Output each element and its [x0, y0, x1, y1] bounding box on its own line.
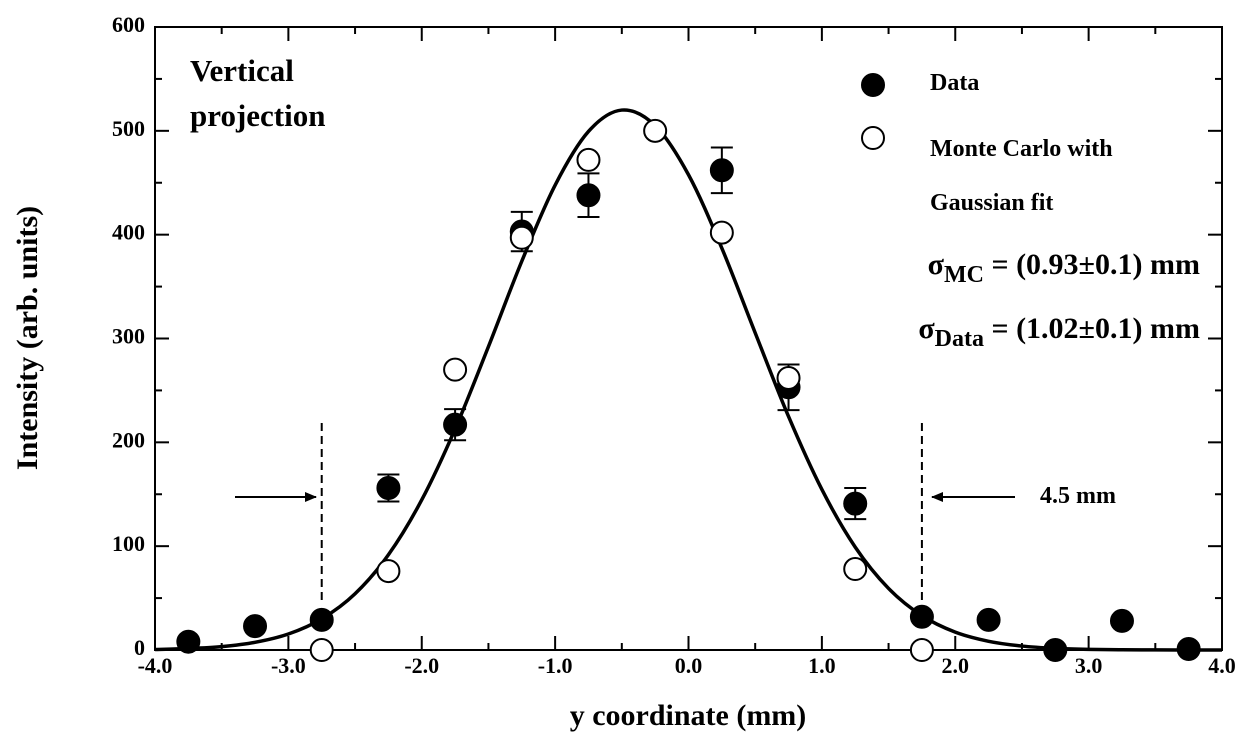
- data-point: [709, 220, 734, 245]
- data-point: [509, 225, 534, 250]
- data-point: [843, 557, 868, 582]
- x-axis-label: y coordinate (mm): [570, 699, 807, 732]
- fit-curve: [154, 108, 1223, 652]
- y-tick-label: 600: [112, 12, 145, 37]
- data-point: [709, 158, 734, 183]
- data-point: [443, 357, 468, 382]
- y-tick-label: 200: [112, 427, 145, 452]
- annotation: 4.5 mm: [1040, 483, 1116, 509]
- data-point: [1043, 638, 1068, 662]
- data-point: [843, 491, 868, 516]
- x-tick-label: 1.0: [808, 653, 836, 678]
- y-tick-label: 400: [112, 220, 145, 245]
- symbol: σ: [918, 312, 935, 345]
- annotation: σData = (1.02±0.1) mm: [918, 312, 1200, 353]
- annotation: σMC = (0.93±0.1) mm: [928, 248, 1200, 289]
- data-point: [1176, 636, 1201, 661]
- data-point: [376, 559, 401, 584]
- annotation: Vertical projection: [190, 53, 326, 133]
- text: = (0.93±0.1) mm: [991, 248, 1200, 281]
- data-point: [909, 604, 934, 629]
- data-point: [309, 607, 334, 632]
- data-point: [776, 365, 801, 390]
- data-point: [576, 183, 601, 208]
- subscript: Data: [934, 326, 984, 352]
- y-tick-label: 500: [112, 116, 145, 141]
- y-tick-label: 0: [134, 635, 145, 660]
- data-point: [309, 638, 334, 662]
- symbol: σ: [927, 248, 944, 281]
- data-point: [643, 118, 668, 143]
- data-point: [976, 607, 1001, 632]
- data-point: [176, 629, 201, 654]
- x-tick-label: 0.0: [675, 653, 703, 678]
- y-tick-label: 300: [112, 324, 145, 349]
- data-point: [576, 147, 601, 172]
- y-axis-label: Intensity (arb. units): [11, 206, 44, 470]
- data-point: [243, 614, 268, 639]
- y-tick-label: 100: [112, 531, 145, 556]
- text: = (1.02±0.1) mm: [991, 312, 1200, 345]
- x-tick-label: -1.0: [538, 653, 573, 678]
- legend-label: Data: [930, 70, 980, 96]
- data-point: [1109, 608, 1134, 633]
- x-tick-label: 3.0: [1075, 653, 1103, 678]
- data-point: [443, 412, 468, 437]
- data-point: [376, 476, 401, 501]
- data-point: [909, 638, 934, 662]
- x-tick-label: -2.0: [404, 653, 439, 678]
- legend-label: Monte Carlo with Gaussian fit: [930, 136, 1113, 216]
- x-tick-label: -3.0: [271, 653, 306, 678]
- legend-symbol: [861, 126, 885, 150]
- legend-symbol: [861, 73, 885, 97]
- x-tick-label: 2.0: [942, 653, 970, 678]
- x-tick-label: -4.0: [138, 653, 173, 678]
- subscript: MC: [943, 262, 984, 288]
- x-tick-label: 4.0: [1208, 653, 1236, 678]
